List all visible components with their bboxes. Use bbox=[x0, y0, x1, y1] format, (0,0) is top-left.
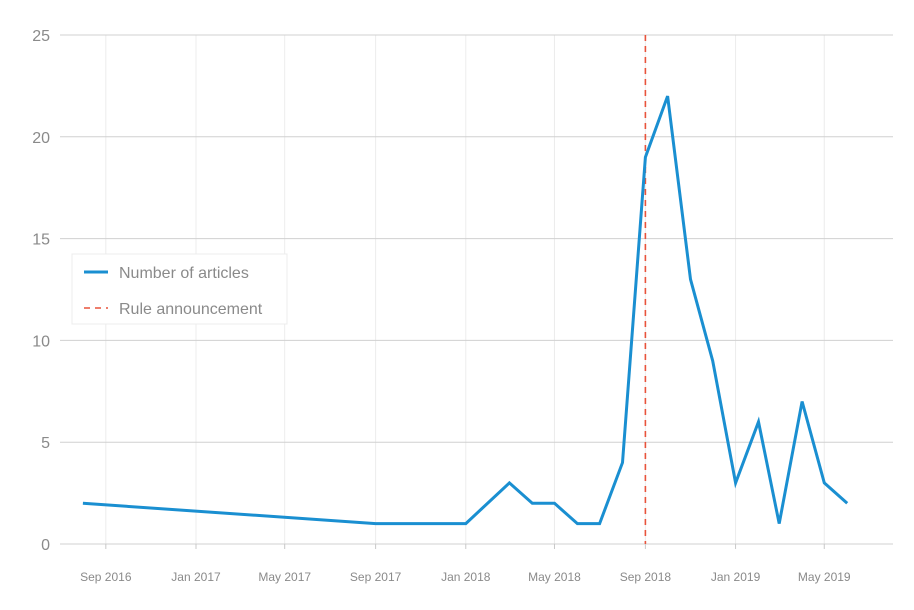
y-tick-label: 20 bbox=[32, 130, 50, 147]
y-tick-label: 5 bbox=[41, 435, 50, 452]
x-tick-label: Sep 2016 bbox=[80, 570, 132, 584]
legend-label-rule-announcement: Rule announcement bbox=[119, 301, 263, 318]
y-axis-tick-labels: 0 5 10 15 20 25 bbox=[32, 28, 50, 554]
x-tick-label: May 2018 bbox=[528, 570, 581, 584]
y-gridlines bbox=[60, 34, 893, 545]
x-tick-label: May 2019 bbox=[798, 570, 851, 584]
x-axis-ticks bbox=[105, 544, 825, 549]
x-tick-label: Jan 2018 bbox=[441, 570, 491, 584]
x-tick-label: Sep 2018 bbox=[620, 570, 672, 584]
legend-label-number-of-articles: Number of articles bbox=[119, 265, 249, 282]
series-line-number-of-articles bbox=[82, 95, 849, 526]
x-tick-label: Jan 2019 bbox=[711, 570, 761, 584]
legend-box bbox=[71, 253, 288, 325]
x-axis-tick-labels: Sep 2016 Jan 2017 May 2017 Sep 2017 Jan 2018… bbox=[80, 570, 851, 584]
x-tick-label: May 2017 bbox=[258, 570, 311, 584]
y-tick-label: 25 bbox=[32, 28, 50, 45]
x-tick-label: Jan 2017 bbox=[171, 570, 221, 584]
y-tick-label: 0 bbox=[41, 537, 50, 554]
x-gridlines bbox=[105, 35, 825, 544]
x-tick-label: Sep 2017 bbox=[350, 570, 402, 584]
series-lines bbox=[82, 95, 849, 526]
y-tick-label: 10 bbox=[32, 333, 50, 350]
legend: Number of articles Rule announcement bbox=[71, 253, 288, 325]
y-tick-label: 15 bbox=[32, 232, 50, 249]
